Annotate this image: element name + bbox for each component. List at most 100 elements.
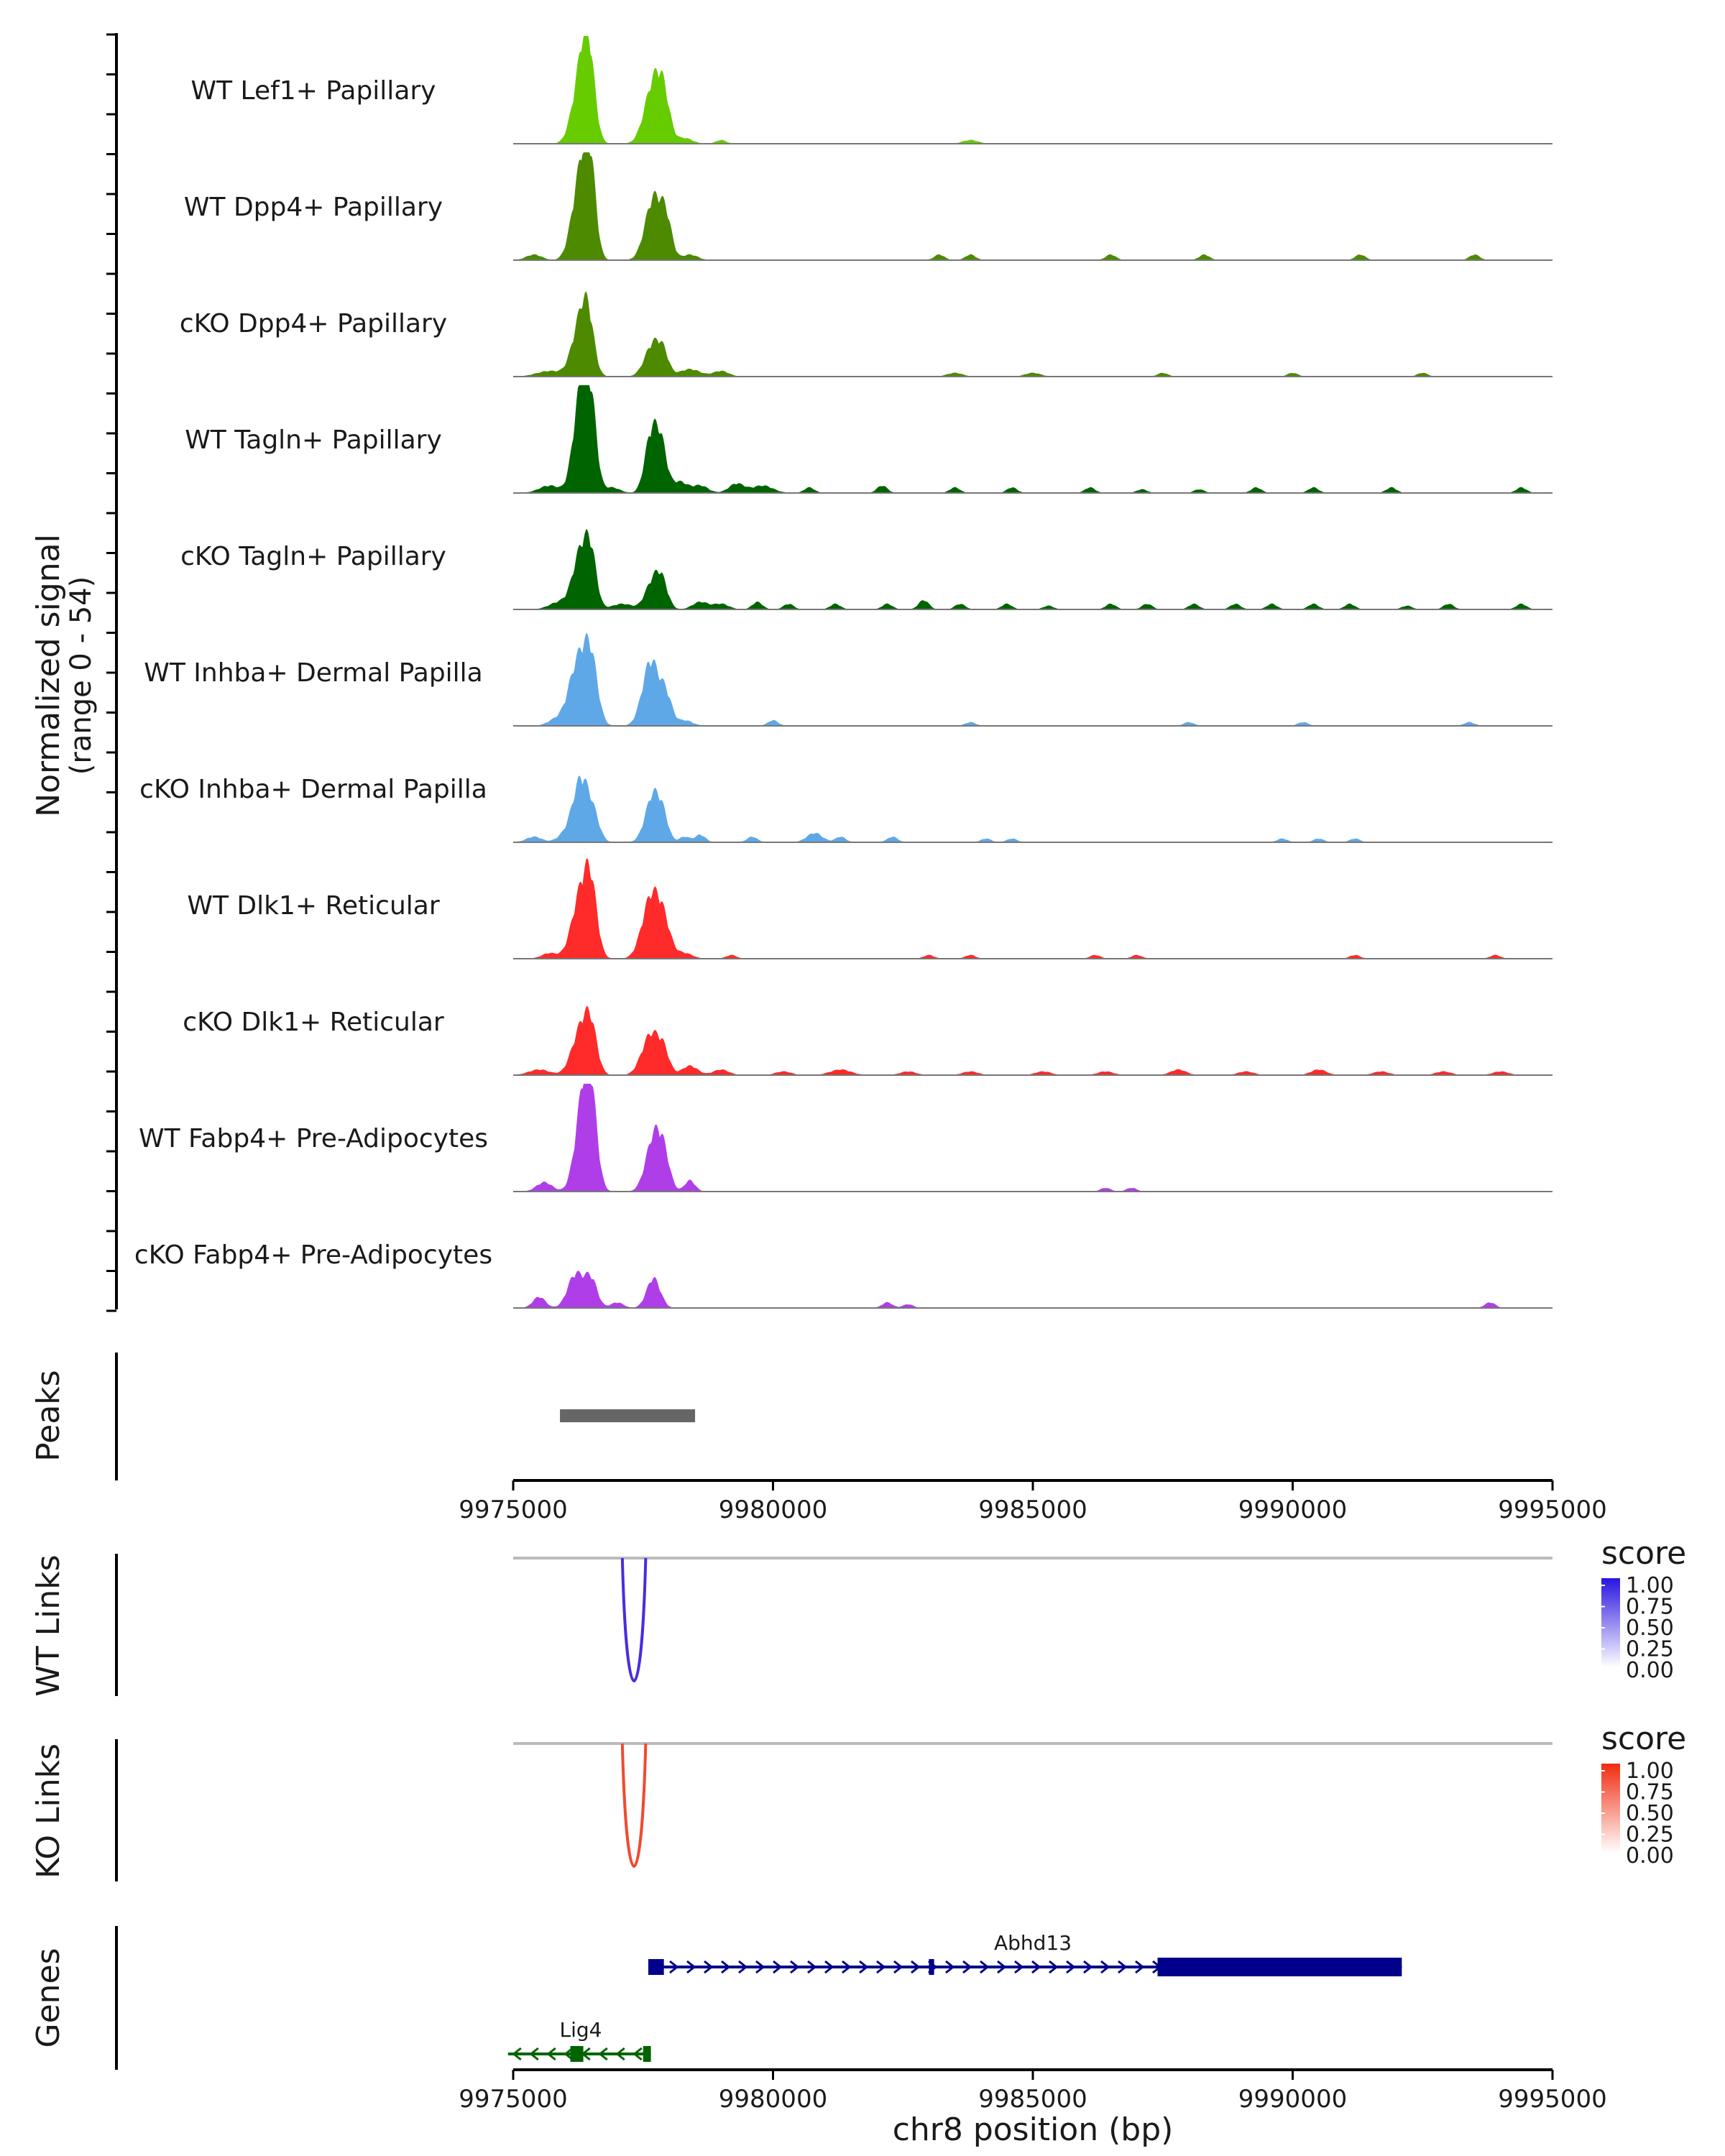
strand-arrow bbox=[790, 1960, 800, 1974]
peaks-label: Peaks bbox=[30, 1370, 67, 1461]
legend-tick-label: 1.00 bbox=[1626, 1759, 1674, 1784]
legend-tick-label: 0.25 bbox=[1626, 1823, 1674, 1848]
coverage-area bbox=[513, 291, 1552, 377]
coverage-track-label: cKO Dpp4+ Papillary bbox=[180, 309, 447, 338]
coverage-track-label: cKO Fabp4+ Pre-Adipocytes bbox=[134, 1240, 492, 1270]
strand-arrow bbox=[615, 2047, 625, 2061]
strand-arrow bbox=[704, 1960, 714, 1974]
coverage-track-label: WT Dlk1+ Reticular bbox=[187, 891, 439, 921]
peaks-x-tick-label: 9990000 bbox=[1238, 1496, 1347, 1524]
strand-arrow bbox=[1031, 1960, 1041, 1974]
gene-model: Lig4 bbox=[507, 2018, 651, 2062]
links-label: WT Links bbox=[30, 1554, 67, 1696]
gene-exon bbox=[643, 2046, 651, 2062]
coverage-area bbox=[513, 1084, 1552, 1192]
strand-arrow bbox=[842, 1960, 852, 1974]
coverage-track-label: WT Fabp4+ Pre-Adipocytes bbox=[139, 1124, 488, 1153]
legend-colorbar bbox=[1601, 1578, 1620, 1667]
legend-title: score bbox=[1601, 1535, 1686, 1572]
links-label: KO Links bbox=[30, 1743, 67, 1879]
legend-title: score bbox=[1601, 1720, 1686, 1757]
genes-panel: Genes Abhd13 Lig4 9975000 9980000 9985000 9990… bbox=[30, 1926, 1607, 2148]
strand-arrow bbox=[529, 2047, 539, 2061]
gene-exon bbox=[929, 1959, 934, 1975]
gene-name-label: Abhd13 bbox=[994, 1931, 1072, 1955]
coverage-track: cKO Tagln+ Papillary bbox=[180, 529, 1552, 610]
link-arc bbox=[620, 1557, 648, 1682]
strand-arrow bbox=[512, 2047, 522, 2061]
strand-arrow bbox=[824, 1960, 834, 1974]
coverage-area bbox=[513, 1271, 1552, 1308]
coverage-area bbox=[513, 36, 1552, 144]
coverage-area bbox=[513, 857, 1552, 959]
strand-arrow bbox=[773, 1960, 783, 1974]
genes-x-tick-label: 9980000 bbox=[719, 2085, 827, 2114]
legend-colorbar bbox=[1601, 1764, 1620, 1853]
strand-arrow bbox=[911, 1960, 921, 1974]
coverage-area bbox=[513, 385, 1552, 493]
strand-arrow bbox=[1083, 1960, 1093, 1974]
coverage-track-label: cKO Inhba+ Dermal Papilla bbox=[139, 775, 487, 804]
strand-arrow bbox=[598, 2047, 608, 2061]
legend-tick-label: 0.50 bbox=[1626, 1616, 1674, 1641]
strand-arrow bbox=[980, 1960, 990, 1974]
gene-model: Abhd13 bbox=[648, 1931, 1402, 1976]
gene-name-label: Lig4 bbox=[560, 2018, 602, 2042]
strand-arrow bbox=[564, 2047, 574, 2061]
peaks-x-tick-label: 9995000 bbox=[1498, 1496, 1606, 1524]
strand-arrow bbox=[1066, 1960, 1076, 1974]
coverage-track: WT Dpp4+ Papillary bbox=[184, 152, 1552, 261]
coverage-y-range: (range 0 - 54) bbox=[65, 576, 98, 775]
gene-exon bbox=[648, 1959, 664, 1975]
x-axis-title: chr8 position (bp) bbox=[893, 2111, 1174, 2148]
genes-x-tick-label: 9995000 bbox=[1498, 2085, 1606, 2114]
strand-arrow bbox=[859, 1960, 869, 1974]
legend-tick-label: 0.00 bbox=[1626, 1843, 1674, 1869]
strand-arrow bbox=[546, 2047, 556, 2061]
strand-arrow bbox=[1049, 1960, 1059, 1974]
strand-arrow bbox=[721, 1960, 731, 1974]
genes-x-tick-label: 9975000 bbox=[459, 2085, 567, 2114]
coverage-track: WT Dlk1+ Reticular bbox=[187, 857, 1552, 959]
coverage-track: cKO Inhba+ Dermal Papilla bbox=[139, 775, 1552, 843]
coverage-track: WT Fabp4+ Pre-Adipocytes bbox=[139, 1084, 1552, 1192]
strand-arrow bbox=[738, 1960, 748, 1974]
coverage-track-label: WT Inhba+ Dermal Papilla bbox=[144, 658, 482, 688]
strand-arrow bbox=[1118, 1960, 1128, 1974]
coverage-area bbox=[513, 1005, 1552, 1075]
genes-label: Genes bbox=[30, 1948, 67, 2047]
peaks-x-tick-label: 9985000 bbox=[978, 1496, 1087, 1524]
legend-tick-label: 0.00 bbox=[1626, 1658, 1674, 1683]
strand-arrow bbox=[1014, 1960, 1024, 1974]
strand-arrow bbox=[1135, 1960, 1145, 1974]
coverage-track-label: WT Lef1+ Papillary bbox=[191, 76, 436, 106]
strand-arrow bbox=[997, 1960, 1007, 1974]
coverage-y-label: Normalized signal bbox=[30, 534, 67, 817]
strand-arrow bbox=[962, 1960, 972, 1974]
genes-x-tick-label: 9985000 bbox=[978, 2085, 1087, 2114]
legend-tick-label: 0.75 bbox=[1626, 1780, 1674, 1805]
coverage-area bbox=[513, 775, 1552, 842]
strand-arrow bbox=[1100, 1960, 1110, 1974]
peaks-x-tick-label: 9975000 bbox=[459, 1496, 567, 1524]
strand-arrow bbox=[755, 1960, 765, 1974]
coverage-area bbox=[513, 529, 1552, 609]
legend-tick-label: 0.25 bbox=[1626, 1637, 1674, 1662]
legend-tick-label: 0.75 bbox=[1626, 1595, 1674, 1620]
gene-exon bbox=[1157, 1958, 1402, 1976]
coverage-track: WT Tagln+ Papillary bbox=[185, 385, 1552, 494]
peaks-x-tick-label: 9980000 bbox=[719, 1496, 827, 1524]
strand-arrow bbox=[632, 2047, 643, 2061]
coverage-track-label: cKO Dlk1+ Reticular bbox=[183, 1008, 444, 1037]
coverage-track-label: WT Dpp4+ Papillary bbox=[184, 193, 443, 222]
strand-arrow bbox=[893, 1960, 903, 1974]
gene-exon bbox=[570, 2046, 584, 2062]
coverage-track: cKO Fabp4+ Pre-Adipocytes bbox=[134, 1240, 1552, 1309]
legend-tick-label: 0.50 bbox=[1626, 1801, 1674, 1826]
coverage-track: cKO Dpp4+ Papillary bbox=[180, 291, 1552, 377]
coverage-area bbox=[513, 152, 1552, 260]
coverage-track-label: cKO Tagln+ Papillary bbox=[180, 542, 446, 571]
